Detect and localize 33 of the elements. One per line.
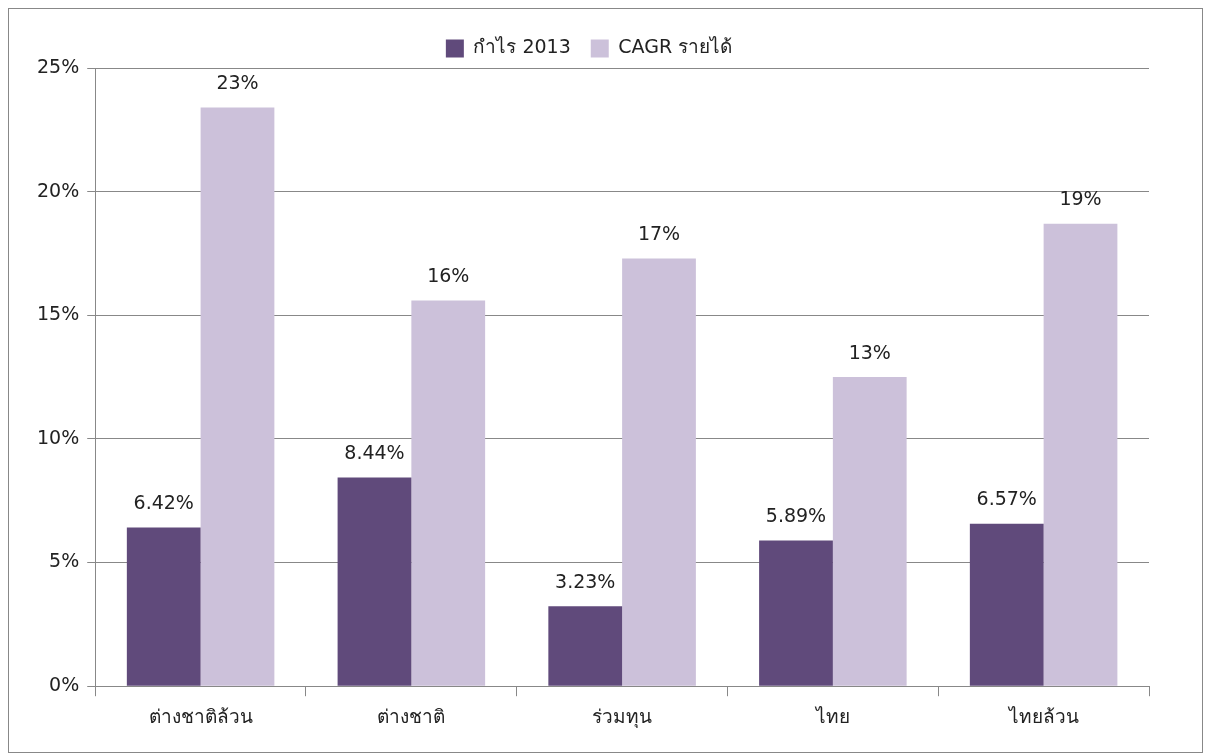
y-tick-label: 25% [37,54,80,77]
x-tick-label: ร่วมทุน [592,704,653,729]
bar [969,523,1044,686]
data-label: 23% [216,71,259,93]
bar [548,606,623,686]
data-label: 16% [427,263,470,286]
y-tick-label: 10% [37,425,80,448]
bar [337,477,412,686]
data-label: 6.42% [133,490,194,513]
data-label: 19% [1059,187,1102,210]
legend-label: กำไร 2013 [473,35,571,58]
data-label: 6.57% [976,487,1037,510]
x-tick-label: ต่างชาติ [377,704,446,727]
data-label: 17% [637,221,681,244]
bar [1043,223,1118,686]
bar [622,258,696,686]
x-tick-label: ต่างชาติล้วน [148,704,253,727]
bar [200,107,275,686]
y-tick-label: 5% [49,549,80,572]
data-label: 8.44% [344,440,405,463]
data-label: 3.23% [555,569,616,592]
data-label: 13% [848,340,891,363]
y-tick-label: 15% [37,302,80,325]
bar [759,540,833,686]
x-tick-label: ไทยล้วน [1006,704,1079,727]
legend-label: CAGR รายได้ [618,35,733,58]
data-label: 5.89% [765,503,827,526]
x-tick-label: ไทย [813,704,850,727]
bar [832,377,907,686]
bar [411,300,486,686]
bar [126,527,201,686]
y-tick-label: 20% [37,178,80,201]
y-tick-label: 0% [49,673,80,696]
